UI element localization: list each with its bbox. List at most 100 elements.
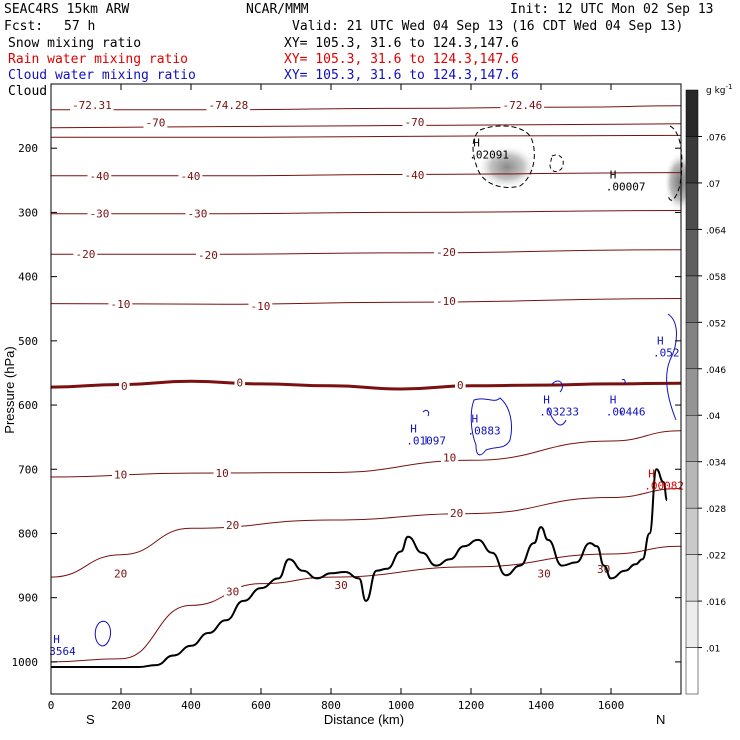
snow-contour-edge <box>667 125 683 201</box>
contour-label-bg <box>434 246 458 259</box>
max-value-label: .03233 <box>539 405 579 418</box>
contour-label-bg <box>112 468 130 481</box>
x-tick-label: 1200 <box>458 699 485 712</box>
temperature-contour--40 <box>50 172 682 177</box>
temperature-contour--10 <box>50 298 682 305</box>
contour-label-bg <box>87 169 112 182</box>
max-marker-h: H <box>543 393 550 406</box>
x-tick-label: 1400 <box>528 699 555 712</box>
terrain-line <box>50 468 668 668</box>
y-tick-label: 600 <box>18 399 38 412</box>
contour-label: -40 <box>90 170 110 183</box>
cloud-water-contour <box>666 313 677 421</box>
x-axis: 0 200 400 600 800 1000 1200 1400 1600 <box>48 84 624 712</box>
cloud-water-contour <box>547 380 567 426</box>
contour-label-bg <box>332 578 350 591</box>
max-marker-h: H <box>610 169 617 182</box>
cloud-water-contour <box>619 379 626 415</box>
contour-label: -30 <box>90 208 110 221</box>
max-value-label: .00082 <box>644 479 684 492</box>
contour-label-bg <box>196 248 220 261</box>
contour-label: 0 <box>237 377 244 390</box>
plot-background <box>51 84 681 694</box>
plot-frame <box>50 83 682 695</box>
contour-label-bg <box>535 567 553 580</box>
x-tick-label: 800 <box>321 699 341 712</box>
contour-label: -30 <box>188 208 208 221</box>
center-label: NCAR/MMM <box>246 2 309 17</box>
x-tick-label: 200 <box>111 699 131 712</box>
contour-label: 20 <box>114 567 127 580</box>
y-tick-label: 400 <box>18 271 38 284</box>
colorbar-tick-label: .076 <box>706 133 726 143</box>
colorbar-swatch <box>685 89 699 137</box>
colorbar-swatch <box>685 275 699 323</box>
contour-label: -70 <box>405 116 425 129</box>
colorbar-tick-label: .04 <box>706 412 721 422</box>
contour-label: -20 <box>198 249 218 262</box>
max-value-label: .0883 <box>468 425 501 438</box>
contour-label: -72.31 <box>72 99 112 112</box>
contour-label-bg <box>73 248 98 261</box>
fcst-label: Fcst: <box>4 19 43 34</box>
contour-label: 10 <box>443 452 456 465</box>
temperature-contours: -72.31 -74.28 -72.46 -70 -70 -40 -40 -40 -30 -30 -… <box>50 99 682 663</box>
contour-label-bg <box>234 376 246 389</box>
contour-label: -10 <box>251 300 271 313</box>
plot-area: -72.31 -74.28 -72.46 -70 -70 -40 -40 -40 -30 -30 -… <box>49 83 696 695</box>
contour-label: 10 <box>114 468 127 481</box>
contour-label: -72.46 <box>503 99 543 112</box>
temperature-contour-20 <box>50 488 682 578</box>
contour-label-bg <box>434 295 458 308</box>
contour-label: 20 <box>226 519 239 532</box>
colorbar-tick-label: .052 <box>706 319 726 329</box>
colorbar-swatch <box>685 322 699 370</box>
colorbar-swatch <box>685 554 699 602</box>
contour-label: -20 <box>76 248 96 261</box>
colorbar-swatch <box>685 600 699 648</box>
contour-label-bg <box>500 99 545 112</box>
contour-label: -10 <box>111 298 131 311</box>
x-tick-label: 0 <box>48 699 55 712</box>
x-axis-title: Distance (km) <box>324 712 404 727</box>
contour-label: 30 <box>335 579 348 592</box>
temperature-contour-0 <box>50 379 682 391</box>
colorbar-tick-label: .07 <box>706 180 720 190</box>
contour-label-bg <box>224 585 242 598</box>
contour-label-bg <box>108 298 133 311</box>
contour-label: 20 <box>450 507 463 520</box>
contour-label: -74.28 <box>209 99 249 112</box>
contour-label-bg <box>455 379 466 392</box>
x-end-label-left: S <box>86 712 95 727</box>
max-value-label: 3564 <box>49 645 76 658</box>
colorbar-swatch <box>685 507 699 555</box>
colorbar-swatch <box>685 182 699 230</box>
contour-label: -40 <box>181 170 201 183</box>
contour-label: 30 <box>538 567 551 580</box>
contour-label-bg <box>206 99 251 112</box>
colorbar-swatch <box>685 414 699 462</box>
y-tick-label: 800 <box>18 527 38 540</box>
y-tick-label: 700 <box>18 463 38 476</box>
contour-label-bg <box>143 116 168 129</box>
contour-label-bg <box>248 300 273 313</box>
contour-label: 30 <box>226 585 239 598</box>
temperature-contour--70 <box>50 105 682 111</box>
contour-label-bg <box>185 207 210 220</box>
colorbar-tick-label: .028 <box>706 505 726 515</box>
max-value-label: .02091 <box>469 149 509 162</box>
temperature-contour--50 <box>51 134 682 138</box>
colorbar-swatch <box>685 647 699 695</box>
x-end-label-right: N <box>656 712 665 727</box>
colorbar-tick-label: .058 <box>706 273 726 283</box>
y-tick-label: 200 <box>18 142 38 155</box>
temperature-contour-10 <box>50 430 682 478</box>
cloud-water-contour <box>470 397 513 456</box>
max-marker-h: H <box>610 393 617 406</box>
y-axis-title: Pressure (hPa) <box>2 346 17 433</box>
cloud-water-contour <box>422 409 430 444</box>
temperature-contour--30 <box>51 210 682 215</box>
snow-contour-small <box>549 154 564 173</box>
